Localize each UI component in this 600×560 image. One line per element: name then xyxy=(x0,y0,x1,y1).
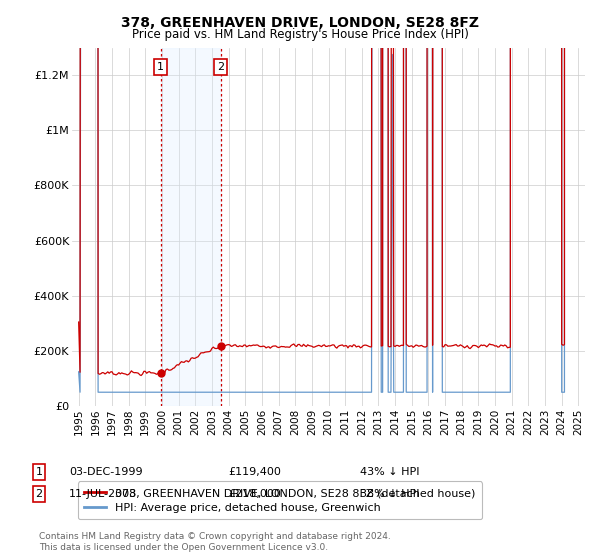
Text: 1: 1 xyxy=(157,62,164,72)
Text: 03-DEC-1999: 03-DEC-1999 xyxy=(69,467,143,477)
Text: 43% ↓ HPI: 43% ↓ HPI xyxy=(360,467,419,477)
Bar xyxy=(161,48,221,406)
Text: 11-JUL-2003: 11-JUL-2003 xyxy=(69,489,137,499)
Text: 2: 2 xyxy=(217,62,224,72)
Text: 378, GREENHAVEN DRIVE, LONDON, SE28 8FZ: 378, GREENHAVEN DRIVE, LONDON, SE28 8FZ xyxy=(121,16,479,30)
Text: Contains HM Land Registry data © Crown copyright and database right 2024.
This d: Contains HM Land Registry data © Crown c… xyxy=(39,532,391,552)
Legend: 378, GREENHAVEN DRIVE, LONDON, SE28 8FZ (detached house), HPI: Average price, de: 378, GREENHAVEN DRIVE, LONDON, SE28 8FZ … xyxy=(77,482,482,519)
Text: 1: 1 xyxy=(35,467,43,477)
Text: £218,000: £218,000 xyxy=(228,489,281,499)
Text: Price paid vs. HM Land Registry's House Price Index (HPI): Price paid vs. HM Land Registry's House … xyxy=(131,28,469,41)
Text: 2: 2 xyxy=(35,489,43,499)
Text: 38% ↓ HPI: 38% ↓ HPI xyxy=(360,489,419,499)
Text: £119,400: £119,400 xyxy=(228,467,281,477)
